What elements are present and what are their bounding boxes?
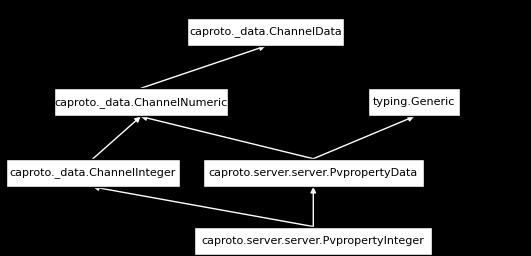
FancyBboxPatch shape	[368, 88, 460, 116]
FancyBboxPatch shape	[6, 159, 180, 187]
FancyBboxPatch shape	[194, 227, 432, 255]
Text: caproto.server.server.PvpropertyData: caproto.server.server.PvpropertyData	[209, 168, 418, 178]
Text: caproto._data.ChannelNumeric: caproto._data.ChannelNumeric	[54, 97, 227, 108]
FancyBboxPatch shape	[54, 88, 228, 116]
FancyBboxPatch shape	[203, 159, 424, 187]
Text: typing.Generic: typing.Generic	[373, 97, 456, 108]
FancyBboxPatch shape	[187, 18, 344, 46]
Text: caproto.server.server.PvpropertyInteger: caproto.server.server.PvpropertyInteger	[202, 236, 425, 246]
Text: caproto._data.ChannelData: caproto._data.ChannelData	[189, 27, 342, 37]
Text: caproto._data.ChannelInteger: caproto._data.ChannelInteger	[10, 167, 176, 178]
